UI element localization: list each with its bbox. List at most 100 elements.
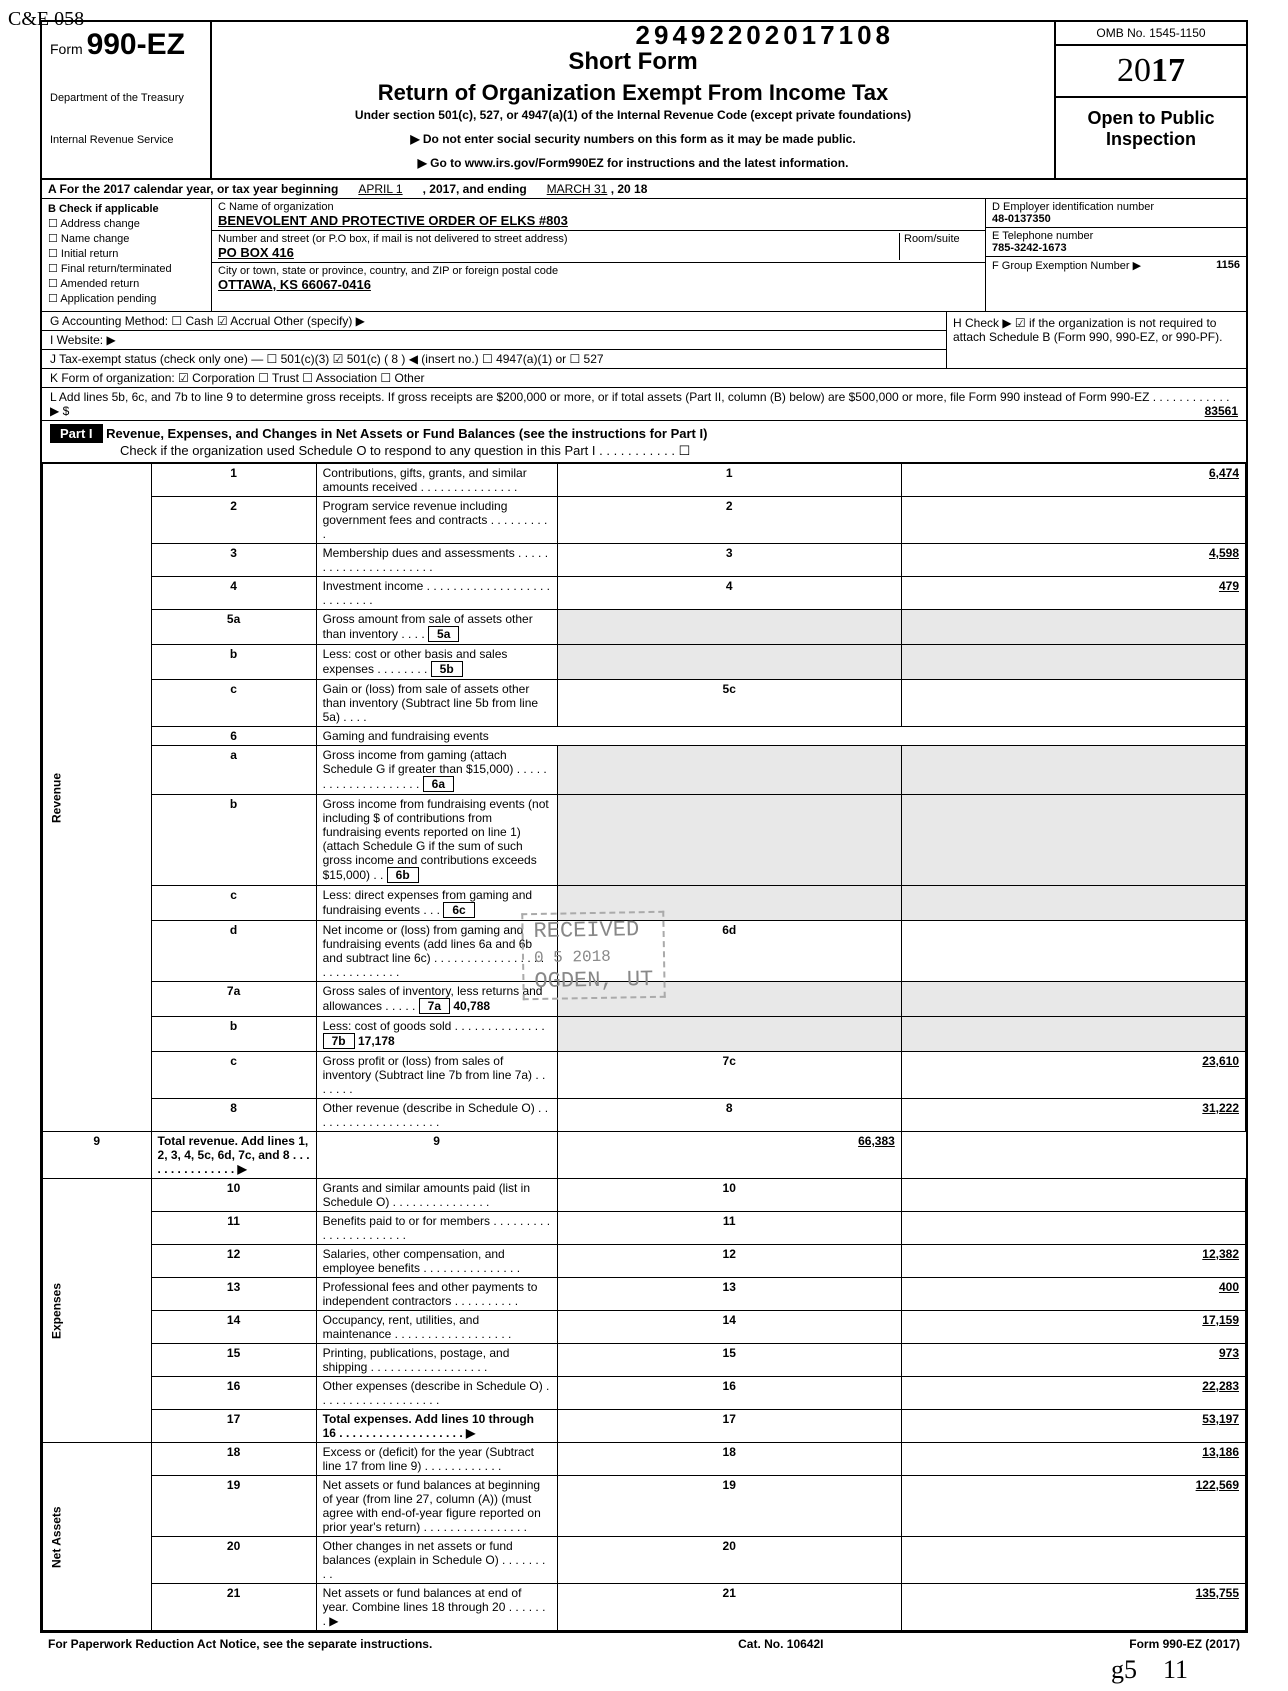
box-def: D Employer identification number 48-0137…	[986, 199, 1246, 311]
form-number: Form 990-EZ	[50, 28, 202, 62]
shade-amt	[901, 1017, 1245, 1052]
inner-val: 17,178	[358, 1034, 395, 1048]
org-name: BENEVOLENT AND PROTECTIVE ORDER OF ELKS …	[218, 213, 568, 228]
line-desc: Contributions, gifts, grants, and simila…	[316, 464, 557, 497]
line-box: 7c	[557, 1052, 901, 1099]
chk-initial-label: Initial return	[61, 248, 118, 260]
part1-check: Check if the organization used Schedule …	[120, 443, 690, 458]
line-num: 7a	[151, 982, 316, 1017]
inner-box: 7b	[323, 1033, 355, 1049]
chk-address[interactable]: ☐ Address change	[48, 217, 205, 230]
line-num: 17	[151, 1410, 316, 1443]
form-990ez: Form 990-EZ Department of the Treasury I…	[40, 20, 1248, 1633]
line-num: 1	[151, 464, 316, 497]
dln-number: 29492202017108	[636, 20, 894, 51]
line-num: b	[151, 645, 316, 680]
line-desc: Other expenses (describe in Schedule O) …	[316, 1377, 557, 1410]
box-c: C Name of organization BENEVOLENT AND PR…	[212, 199, 986, 311]
box-b: B Check if applicable ☐ Address change ☐…	[42, 199, 212, 311]
chk-amended-label: Amended return	[60, 278, 139, 290]
inner-box: 6a	[423, 776, 454, 792]
chk-final[interactable]: ☐ Final return/terminated	[48, 262, 205, 275]
line-num: 12	[151, 1245, 316, 1278]
lines-table: Revenue 1Contributions, gifts, grants, a…	[42, 463, 1246, 1631]
row-l-value: 83561	[1205, 404, 1238, 418]
line-num: 20	[151, 1537, 316, 1584]
part1-tag: Part I	[50, 424, 103, 443]
chk-amended[interactable]: ☐ Amended return	[48, 277, 205, 290]
line-desc: Total revenue. Add lines 1, 2, 3, 4, 5c,…	[151, 1132, 316, 1179]
org-city: OTTAWA, KS 66067-0416	[218, 277, 371, 292]
line-desc: Printing, publications, postage, and shi…	[316, 1344, 557, 1377]
inner-box: 6b	[387, 867, 419, 883]
line-box: 6d	[557, 921, 901, 982]
footer-left: For Paperwork Reduction Act Notice, see …	[48, 1637, 432, 1651]
line-desc: Net assets or fund balances at beginning…	[316, 1476, 557, 1537]
year-prefix: 20	[1117, 52, 1151, 89]
ein-label: D Employer identification number	[992, 201, 1154, 213]
row-l: L Add lines 5b, 6c, and 7b to line 9 to …	[42, 388, 1246, 421]
line-amt: 31,222	[901, 1099, 1245, 1132]
dept-irs: Internal Revenue Service	[50, 134, 202, 146]
line-desc: Less: cost of goods sold . . . . . . . .…	[323, 1019, 545, 1033]
period-suffix: , 20 18	[611, 182, 648, 196]
line-amt: 13,186	[901, 1443, 1245, 1476]
line-desc: Less: direct expenses from gaming and fu…	[323, 888, 532, 917]
line-desc: Net assets or fund balances at end of ye…	[316, 1584, 557, 1631]
row-a-period: A For the 2017 calendar year, or tax yea…	[42, 180, 1246, 199]
line-num: 11	[151, 1212, 316, 1245]
row-l-text: L Add lines 5b, 6c, and 7b to line 9 to …	[50, 390, 1229, 418]
line-box: 19	[557, 1476, 901, 1537]
org-street: PO BOX 416	[218, 245, 294, 260]
city-label: City or town, state or province, country…	[218, 265, 558, 277]
row-j: J Tax-exempt status (check only one) — ☐…	[42, 350, 946, 369]
line-amt: 479	[901, 577, 1245, 610]
line-num: c	[151, 680, 316, 727]
line-box: 10	[557, 1179, 901, 1212]
line-box: 17	[557, 1410, 901, 1443]
line-num: 2	[151, 497, 316, 544]
line-box: 13	[557, 1278, 901, 1311]
handwritten-bottom: g5 11	[40, 1655, 1248, 1685]
page-footer: For Paperwork Reduction Act Notice, see …	[40, 1633, 1248, 1655]
line-num: 10	[151, 1179, 316, 1212]
phone-label: E Telephone number	[992, 230, 1093, 242]
header-left: Form 990-EZ Department of the Treasury I…	[42, 22, 212, 178]
group-value: 1156	[1216, 259, 1240, 271]
line-amt: 66,383	[557, 1132, 901, 1179]
line-desc: Gaming and fundraising events	[316, 727, 1245, 746]
chk-name[interactable]: ☐ Name change	[48, 232, 205, 245]
line-amt: 135,755	[901, 1584, 1245, 1631]
chk-pending[interactable]: ☐ Application pending	[48, 292, 205, 305]
line-num: 16	[151, 1377, 316, 1410]
line-desc: Salaries, other compensation, and employ…	[316, 1245, 557, 1278]
line-box: 14	[557, 1311, 901, 1344]
line-amt: 4,598	[901, 544, 1245, 577]
inner-val: 40,788	[453, 999, 490, 1013]
omb-number: OMB No. 1545-1150	[1056, 22, 1246, 46]
section-netassets: Net Assets	[43, 1443, 152, 1631]
header-middle: 29492202017108 Short Form Return of Orga…	[212, 22, 1056, 178]
form-header: Form 990-EZ Department of the Treasury I…	[42, 22, 1246, 180]
line-box: 20	[557, 1537, 901, 1584]
line-amt: 17,159	[901, 1311, 1245, 1344]
line-num: c	[151, 886, 316, 921]
line-desc: Professional fees and other payments to …	[316, 1278, 557, 1311]
line-num: 13	[151, 1278, 316, 1311]
chk-address-label: Address change	[60, 218, 140, 230]
chk-initial[interactable]: ☐ Initial return	[48, 247, 205, 260]
line-num: 9	[43, 1132, 152, 1179]
part1-header: Part I Revenue, Expenses, and Changes in…	[42, 421, 1246, 463]
line-num: 21	[151, 1584, 316, 1631]
line-desc: Benefits paid to or for members . . . . …	[316, 1212, 557, 1245]
shade-box	[557, 795, 901, 886]
period-end: MARCH 31	[547, 182, 608, 196]
room-label: Room/suite	[899, 233, 979, 260]
shade-box	[557, 645, 901, 680]
line-desc: Occupancy, rent, utilities, and maintena…	[316, 1311, 557, 1344]
line-desc: Less: cost or other basis and sales expe…	[323, 647, 508, 676]
line-num: 3	[151, 544, 316, 577]
line-desc: Grants and similar amounts paid (list in…	[316, 1179, 557, 1212]
chk-name-label: Name change	[61, 233, 130, 245]
line-desc: Total expenses. Add lines 10 through 16 …	[316, 1410, 557, 1443]
